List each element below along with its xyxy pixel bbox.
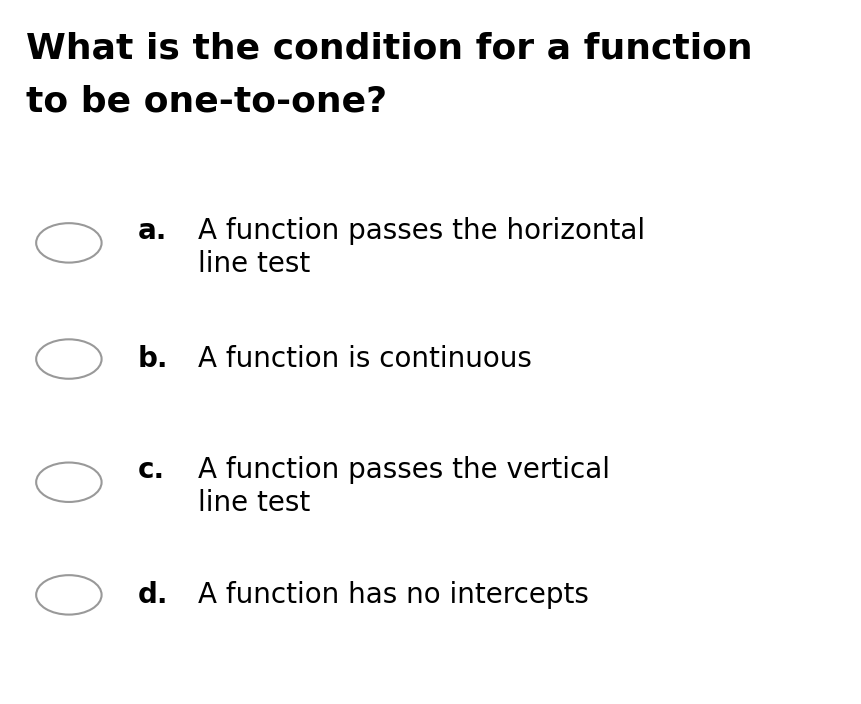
Text: What is the condition for a function: What is the condition for a function (26, 32, 753, 65)
Ellipse shape (36, 339, 102, 379)
Text: A function passes the vertical: A function passes the vertical (198, 456, 610, 484)
Text: to be one-to-one?: to be one-to-one? (26, 84, 387, 118)
Text: A function passes the horizontal: A function passes the horizontal (198, 217, 645, 245)
Ellipse shape (36, 575, 102, 615)
Ellipse shape (36, 223, 102, 263)
Text: A function is continuous: A function is continuous (198, 345, 532, 373)
Text: a.: a. (138, 217, 167, 245)
Text: A function has no intercepts: A function has no intercepts (198, 581, 589, 609)
Text: line test: line test (198, 250, 310, 278)
Ellipse shape (36, 463, 102, 502)
Text: b.: b. (138, 345, 168, 373)
Text: c.: c. (138, 456, 165, 484)
Text: line test: line test (198, 489, 310, 517)
Text: d.: d. (138, 581, 168, 609)
